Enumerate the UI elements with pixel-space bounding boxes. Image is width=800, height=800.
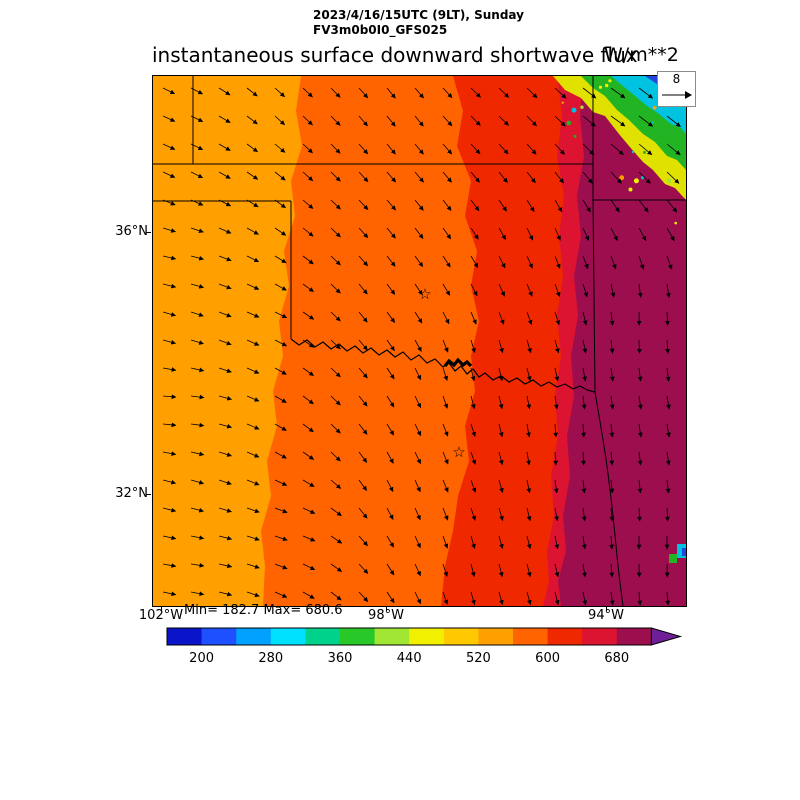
xtick-mark-94w — [606, 606, 607, 611]
xtick-label-94w: 94°W — [588, 608, 624, 623]
xtick-mark-98w — [386, 606, 387, 611]
header-model: FV3m0b0I0_GFS025 — [313, 23, 448, 37]
svg-text:280: 280 — [258, 651, 283, 666]
xtick-label-102w: 102°W — [138, 608, 184, 623]
ytick-label-36n: 36°N — [115, 224, 148, 239]
svg-text:600: 600 — [535, 651, 560, 666]
wind-reference-box: 8 — [657, 71, 696, 107]
svg-text:520: 520 — [466, 651, 491, 666]
plot-title: instantaneous surface downward shortwave… — [152, 43, 638, 67]
units-label: W/m**2 — [604, 44, 679, 66]
wind-reference-arrow-icon — [662, 91, 692, 99]
ytick-label-32n: 32°N — [115, 486, 148, 501]
xtick-label-98w: 98°W — [368, 608, 404, 623]
map-svg: ☆☆ — [153, 76, 686, 606]
ytick-mark-36n — [146, 232, 151, 233]
colorbar-svg: 200 280 360 440 520 600 680 — [166, 627, 683, 666]
xtick-mark-102w — [161, 606, 162, 611]
wind-reference-value: 8 — [672, 72, 681, 86]
minmax-label: Min= 182.7 Max= 680.6 — [184, 603, 343, 618]
header: 2023/4/16/15UTC (9LT), Sunday FV3m0b0I0_… — [313, 8, 524, 38]
svg-text:680: 680 — [604, 651, 629, 666]
svg-text:440: 440 — [397, 651, 422, 666]
svg-text:360: 360 — [328, 651, 353, 666]
svg-text:☆: ☆ — [418, 285, 431, 303]
svg-text:☆: ☆ — [452, 443, 465, 461]
header-datetime: 2023/4/16/15UTC (9LT), Sunday — [313, 8, 524, 22]
map-plot: ☆ ☆ — [152, 75, 687, 607]
colorbar: 200 280 360 440 520 600 680 — [150, 627, 695, 673]
svg-text:200: 200 — [189, 651, 214, 666]
ytick-mark-32n — [146, 494, 151, 495]
